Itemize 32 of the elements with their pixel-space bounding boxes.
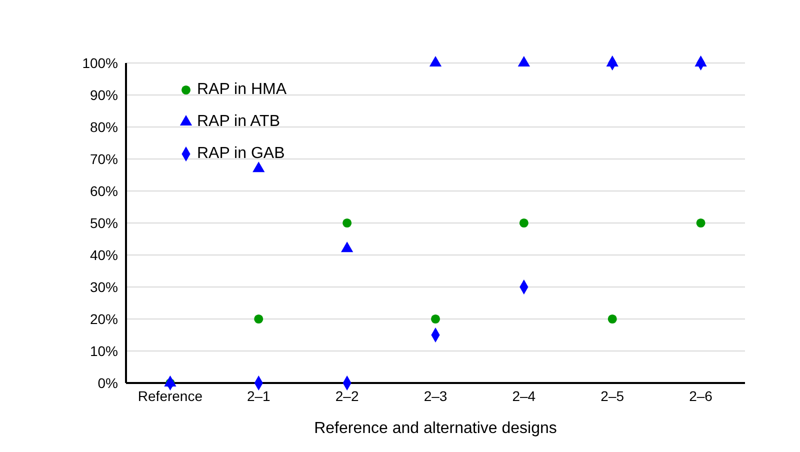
y-tick-label: 20% [90, 310, 118, 327]
y-tick-label: 80% [90, 118, 118, 135]
y-tick-label: 30% [90, 278, 118, 295]
y-tick-label: 40% [90, 246, 118, 263]
y-tick-label: 100% [82, 54, 118, 71]
y-tick-label: 10% [90, 342, 118, 359]
x-tick-label: 2–4 [512, 388, 536, 404]
x-axis-title: Reference and alternative designs [314, 420, 557, 437]
y-tick-label: 70% [90, 150, 118, 167]
y-tick-label: 60% [90, 182, 118, 199]
point [342, 218, 352, 228]
point [519, 218, 528, 228]
point [518, 56, 530, 67]
x-tick-label: Reference [138, 388, 203, 404]
x-tick-label: 2–1 [246, 388, 271, 404]
point [696, 218, 706, 228]
point [252, 162, 265, 172]
y-tick-label: 90% [90, 86, 118, 103]
point [340, 242, 354, 252]
x-tick-label: 2–3 [424, 388, 448, 404]
legend-label: RAP in ATB [197, 113, 280, 131]
legend-label: RAP in HMA [197, 81, 287, 99]
y-tick-label: 0% [98, 374, 118, 391]
point [608, 314, 617, 324]
x-tick-label: 2–6 [689, 388, 713, 404]
point [430, 314, 440, 324]
legend-label: RAP in GAB [197, 145, 285, 163]
x-tick-label: 2–2 [335, 388, 359, 404]
y-tick-label: 50% [90, 214, 118, 231]
point [254, 314, 264, 324]
point [429, 56, 442, 67]
x-tick-label: 2–5 [600, 388, 624, 404]
